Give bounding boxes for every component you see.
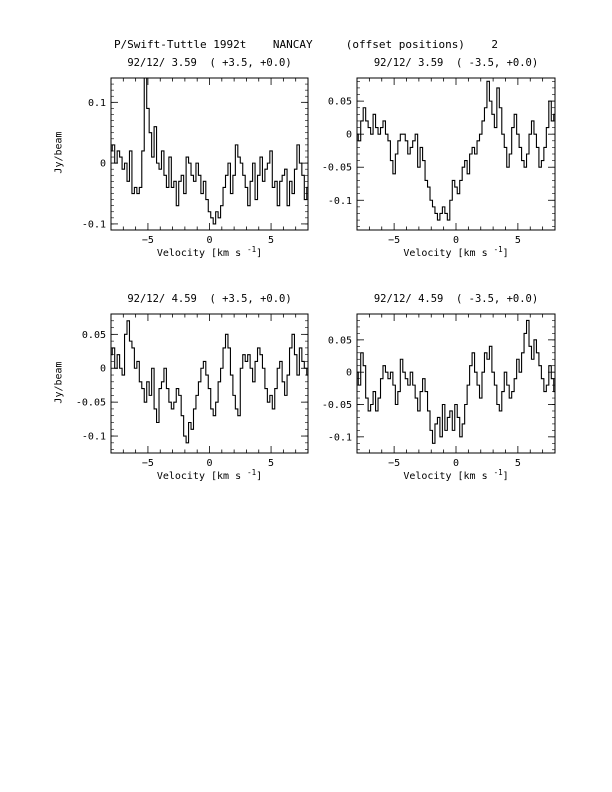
y-tick-label: 0 — [346, 368, 352, 379]
x-tick-label: 5 — [515, 235, 521, 246]
spectrum-plot: −5 0 5 -0.1 -0.05 0 0.05 Velocity [km s -1] — [322, 77, 556, 259]
panel-title: 92/12/ 4.59 ( +3.5, +0.0) — [127, 293, 292, 305]
x-tick-label: −5 — [142, 235, 154, 246]
y-tick-label: -0.05 — [322, 163, 352, 174]
x-tick-label: 5 — [268, 235, 274, 246]
y-tick-label: -0.1 — [328, 196, 352, 207]
page-title: P/Swift-Tuttle 1992t NANCAY (offset posi… — [113, 38, 499, 51]
x-tick-label: −5 — [388, 458, 400, 469]
spectrum-series-line — [357, 80, 555, 221]
panel-title: 92/12/ 3.59 ( -3.5, +0.0) — [373, 57, 539, 69]
x-tick-label: 0 — [206, 458, 212, 469]
spectrum-plot: −5 0 5 -0.1 0 0.1 Velocity [km s -1] — [82, 77, 309, 259]
y-tick-label: 0.1 — [88, 98, 106, 109]
y-tick-label: 0 — [346, 130, 352, 141]
panel-title: 92/12/ 3.59 ( +3.5, +0.0) — [127, 57, 292, 69]
y-tick-label: -0.1 — [82, 432, 106, 443]
panel-title: 92/12/ 4.59 ( -3.5, +0.0) — [373, 293, 539, 305]
x-tick-label: 0 — [206, 235, 212, 246]
x-axis-label: Velocity [km s -1] — [157, 468, 262, 482]
y-tick-label: -0.1 — [82, 219, 106, 230]
spectrum-panel-2: 92/12/ 3.59 ( -3.5, +0.0) −5 0 5 -0.1 -0.05 0 0… — [287, 52, 565, 270]
plot-frame — [110, 313, 309, 454]
spectrum-plot: −5 0 5 -0.1 -0.05 0 0.05 Velocity [km s -1] — [322, 313, 556, 482]
x-tick-label: −5 — [142, 458, 154, 469]
x-axis-label: Velocity [km s -1] — [157, 245, 262, 259]
spectrum-series-line — [111, 320, 308, 444]
y-tick-label: 0.05 — [328, 97, 352, 108]
spectrum-panel-4: 92/12/ 4.59 ( -3.5, +0.0) −5 0 5 -0.1 -0.05 0 0… — [287, 288, 565, 493]
y-tick-label: -0.05 — [76, 398, 106, 409]
plot-frame — [356, 313, 556, 454]
x-axis-label: Velocity [km s -1] — [403, 245, 508, 259]
x-tick-label: 5 — [268, 458, 274, 469]
spectrum-panel-1: 92/12/ 3.59 ( +3.5, +0.0) Jy/beam −5 0 5 -0.1… — [41, 52, 318, 270]
spectrum-series-line — [357, 319, 555, 444]
y-tick-label: -0.1 — [328, 432, 352, 443]
plot-frame — [110, 77, 309, 231]
spectrum-plot: −5 0 5 -0.1 -0.05 0 0.05 Velocity [km s -1] — [76, 313, 309, 482]
x-tick-label: 0 — [453, 235, 459, 246]
plot-frame — [356, 77, 556, 231]
x-tick-label: 0 — [453, 458, 459, 469]
spectrum-panel-3: 92/12/ 4.59 ( +3.5, +0.0) Jy/beam −5 0 5 -0.1… — [41, 288, 318, 493]
y-tick-label: 0.05 — [328, 335, 352, 346]
y-tick-label: 0 — [100, 159, 106, 170]
y-tick-label: 0 — [100, 364, 106, 375]
y-tick-label: 0.05 — [82, 330, 106, 341]
x-axis-label: Velocity [km s -1] — [403, 468, 508, 482]
x-tick-label: 5 — [515, 458, 521, 469]
spectrum-series-line — [111, 78, 308, 225]
y-tick-label: -0.05 — [322, 400, 352, 411]
x-tick-label: −5 — [388, 235, 400, 246]
